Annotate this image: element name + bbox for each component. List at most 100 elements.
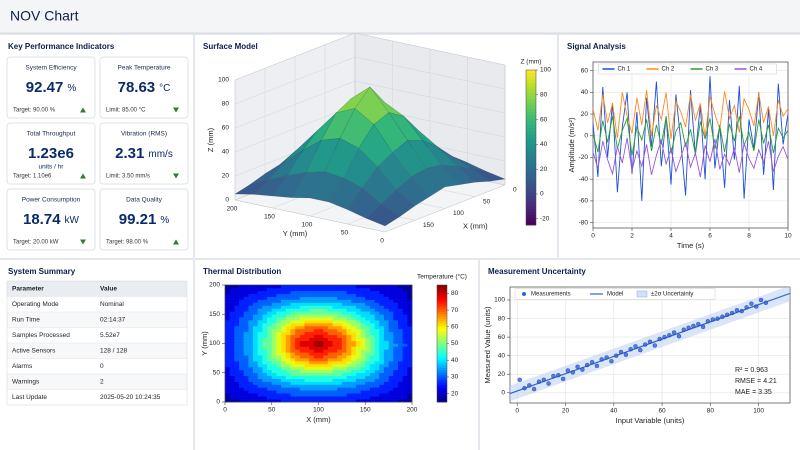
heat-cell bbox=[243, 375, 249, 379]
heat-cell bbox=[388, 352, 394, 356]
heat-cell bbox=[351, 363, 357, 368]
heat-cell bbox=[407, 361, 413, 365]
heat-cell bbox=[393, 314, 399, 318]
heat-cell bbox=[318, 314, 324, 318]
heat-cell bbox=[276, 369, 282, 374]
heat-cell bbox=[309, 393, 315, 397]
heat-cell bbox=[337, 299, 343, 303]
heat-cell bbox=[229, 384, 235, 388]
colorbar-segment bbox=[437, 355, 447, 359]
table-row bbox=[7, 358, 187, 374]
heat-cell bbox=[355, 296, 361, 300]
heat-cell bbox=[257, 378, 263, 382]
heat-cell bbox=[225, 337, 230, 341]
heat-cell bbox=[267, 346, 273, 350]
heat-cell bbox=[267, 399, 273, 403]
heat-cell bbox=[355, 293, 361, 297]
heat-cell bbox=[355, 299, 361, 303]
heat-cell bbox=[285, 363, 291, 368]
kpi-card bbox=[6, 188, 96, 251]
heat-cell bbox=[383, 375, 389, 379]
heat-cell bbox=[243, 325, 249, 330]
x-tick-label: 100 bbox=[313, 407, 324, 414]
colorbar-segment bbox=[526, 128, 536, 132]
heat-cell bbox=[257, 290, 263, 295]
heat-cell bbox=[276, 399, 282, 403]
heat-cell bbox=[397, 366, 403, 371]
heat-cell bbox=[407, 285, 413, 289]
heat-cell bbox=[327, 337, 333, 341]
heat-cell bbox=[276, 328, 282, 333]
heat-cell bbox=[374, 390, 380, 394]
kpi-value: 78.63 bbox=[118, 79, 156, 96]
heat-cell bbox=[239, 334, 244, 338]
heat-cell bbox=[285, 349, 291, 353]
colorbar-segment bbox=[437, 297, 447, 301]
heat-cell bbox=[323, 384, 329, 388]
heat-cell bbox=[397, 311, 403, 315]
heat-cell bbox=[295, 337, 301, 341]
heat-cell bbox=[379, 337, 385, 341]
heat-cell bbox=[290, 290, 296, 295]
x-axis-label: X (mm) bbox=[306, 415, 331, 424]
colorbar-segment bbox=[526, 205, 536, 210]
heat-cell bbox=[276, 314, 282, 318]
heat-cell bbox=[239, 293, 244, 297]
heat-cell bbox=[285, 340, 291, 344]
data-point bbox=[536, 379, 542, 384]
heat-cell bbox=[281, 349, 287, 353]
heat-cell bbox=[327, 381, 333, 385]
heat-cell bbox=[393, 290, 399, 295]
heat-cell bbox=[253, 358, 259, 362]
colorbar-segment bbox=[526, 102, 536, 106]
heat-cell bbox=[337, 363, 343, 368]
heat-cell bbox=[281, 323, 287, 327]
colorbar-segment bbox=[526, 144, 536, 148]
heat-cell bbox=[285, 317, 291, 321]
heat-cell bbox=[388, 334, 394, 338]
colorbar-segment bbox=[526, 95, 536, 100]
heat-cell bbox=[257, 296, 263, 300]
heat-cell bbox=[225, 387, 230, 391]
heat-cell bbox=[299, 317, 305, 321]
heat-cell bbox=[290, 387, 296, 391]
table-cell: Active Sensors bbox=[12, 347, 56, 354]
heat-cell bbox=[262, 317, 268, 321]
heat-cell bbox=[341, 384, 347, 388]
heat-cell bbox=[360, 337, 366, 341]
heat-cell bbox=[351, 349, 357, 353]
heat-cell bbox=[332, 296, 338, 300]
heat-cell bbox=[327, 346, 333, 350]
heat-cell bbox=[327, 290, 333, 295]
heat-cell bbox=[388, 299, 394, 303]
heat-cell bbox=[397, 381, 403, 385]
heat-cell bbox=[323, 285, 329, 289]
heat-cell bbox=[379, 375, 385, 379]
heat-cell bbox=[355, 325, 361, 330]
heat-cell bbox=[355, 285, 361, 289]
heat-cell bbox=[299, 308, 305, 312]
heat-cell bbox=[397, 287, 403, 292]
heat-cell bbox=[360, 390, 366, 394]
heat-cell bbox=[341, 290, 347, 295]
heat-cell bbox=[248, 290, 254, 295]
heat-cell bbox=[248, 361, 254, 365]
kpi-value: 92.47 bbox=[26, 79, 64, 96]
heat-cell bbox=[323, 334, 329, 338]
heat-cell bbox=[365, 352, 371, 356]
heat-cell bbox=[239, 384, 244, 388]
heat-cell bbox=[346, 396, 352, 400]
heat-cell bbox=[271, 334, 277, 338]
heat-cell bbox=[346, 317, 352, 321]
heat-cell bbox=[313, 384, 319, 388]
heat-cell bbox=[313, 378, 319, 382]
heat-cell bbox=[369, 384, 375, 388]
heat-cell bbox=[239, 375, 244, 379]
heat-cell bbox=[374, 346, 380, 350]
heat-cell bbox=[262, 302, 268, 306]
data-point bbox=[686, 325, 691, 330]
heat-cell bbox=[332, 366, 338, 371]
heat-cell bbox=[262, 369, 268, 374]
heat-cell bbox=[318, 285, 324, 289]
heat-cell bbox=[337, 328, 343, 333]
